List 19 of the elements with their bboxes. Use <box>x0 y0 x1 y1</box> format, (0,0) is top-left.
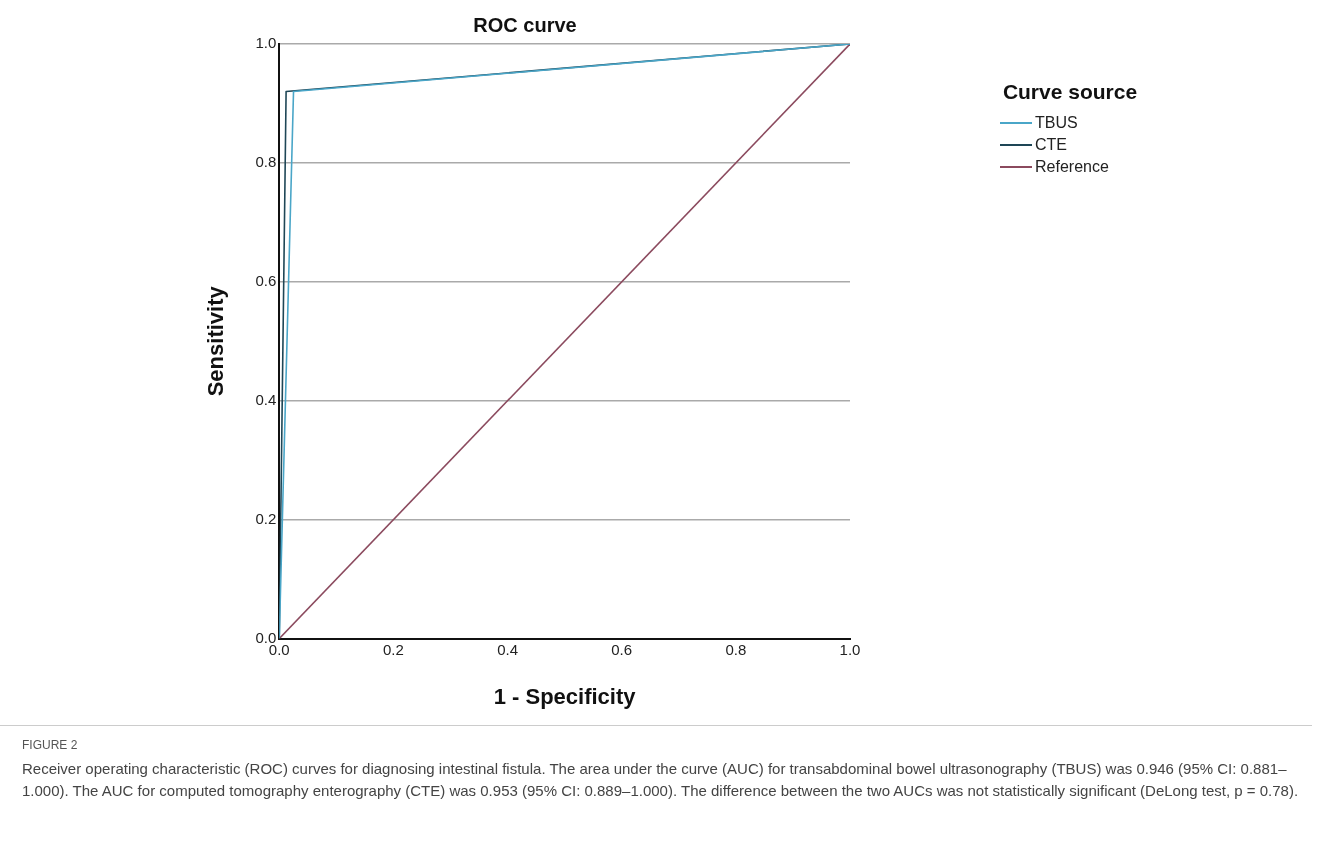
chart-title: ROC curve <box>473 13 577 36</box>
y-axis-title: Sensitivity <box>203 285 229 397</box>
y-tick-label: 0.6 <box>255 271 277 289</box>
y-tick-label: 0.4 <box>255 390 277 408</box>
caption: FIGURE 2 <box>22 738 79 752</box>
x-tick-label: 0.6 <box>611 640 633 658</box>
x-tick-label: 0.2 <box>382 640 404 658</box>
x-tick-label: 0.8 <box>725 640 747 658</box>
y-tick-label: 1.0 <box>255 34 277 52</box>
y-tick-label: 0.2 <box>255 509 277 527</box>
legend-label: Reference <box>1035 158 1109 176</box>
x-axis-title: 1 - Specificity <box>493 683 637 709</box>
y-tick-label: 0.8 <box>255 153 277 171</box>
legend-label: CTE <box>1035 136 1067 154</box>
text: Receiver operating characteristic (ROC) curves for diagnosing intestinal fistula. The area under the curve (AUC) for transabdominal bowel ultrasonography (TBUS) was 0.946 (95% CI: 0.881–1.000). The AUC for computed tomography enterography (CTE) was 0.953 (95% CI: 0.889–1.000). The difference between the two AUCs was not statistically significant (DeLong test, p = 0.78). <box>22 759 1300 801</box>
legend-label: TBUS <box>1035 114 1078 132</box>
x-tick-label: 0.4 <box>497 640 518 658</box>
legend-title: Curve source <box>1001 80 1139 104</box>
x-tick-label: 1.0 <box>839 640 861 658</box>
